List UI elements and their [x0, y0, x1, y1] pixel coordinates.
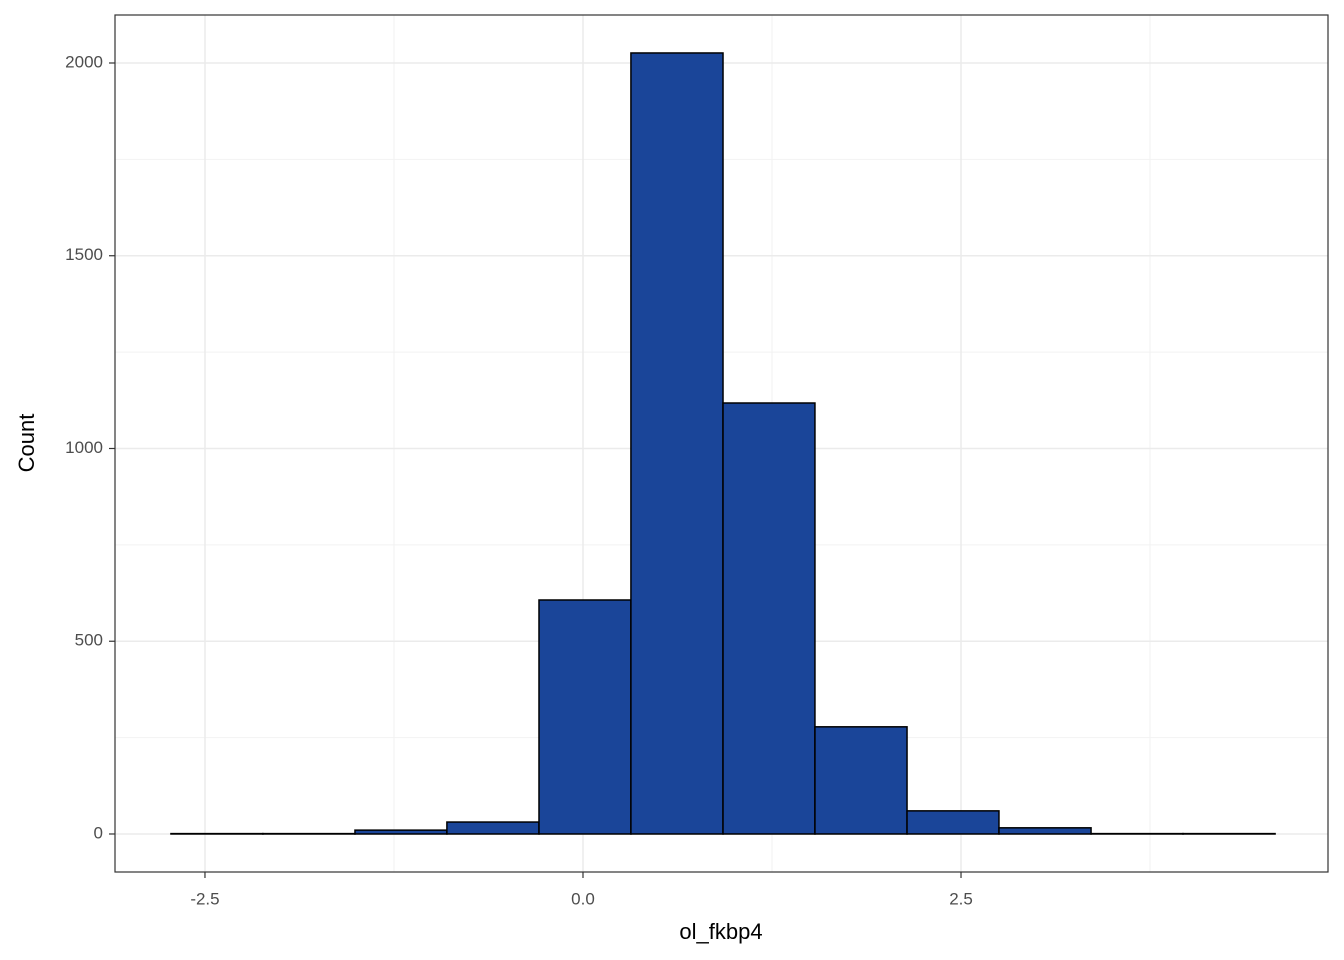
y-tick-label: 500 — [75, 631, 103, 650]
x-tick-label: -2.5 — [190, 889, 219, 908]
y-tick-label: 2000 — [65, 52, 103, 71]
x-tick-label: 2.5 — [949, 889, 973, 908]
bar — [538, 599, 632, 835]
bar — [814, 726, 908, 835]
y-tick-label: 0 — [94, 823, 103, 842]
bar — [998, 827, 1092, 835]
y-axis-title: Count — [14, 414, 39, 473]
bar — [354, 829, 448, 835]
y-tick-label: 1500 — [65, 245, 103, 264]
plot-border — [114, 14, 1329, 873]
y-tick-label: 1000 — [65, 438, 103, 457]
x-axis-title: ol_fkbp4 — [679, 919, 762, 944]
x-tick-label: 0.0 — [571, 889, 595, 908]
bar — [906, 810, 1000, 835]
bar — [722, 402, 816, 835]
bar — [630, 52, 724, 835]
bar — [446, 821, 540, 835]
